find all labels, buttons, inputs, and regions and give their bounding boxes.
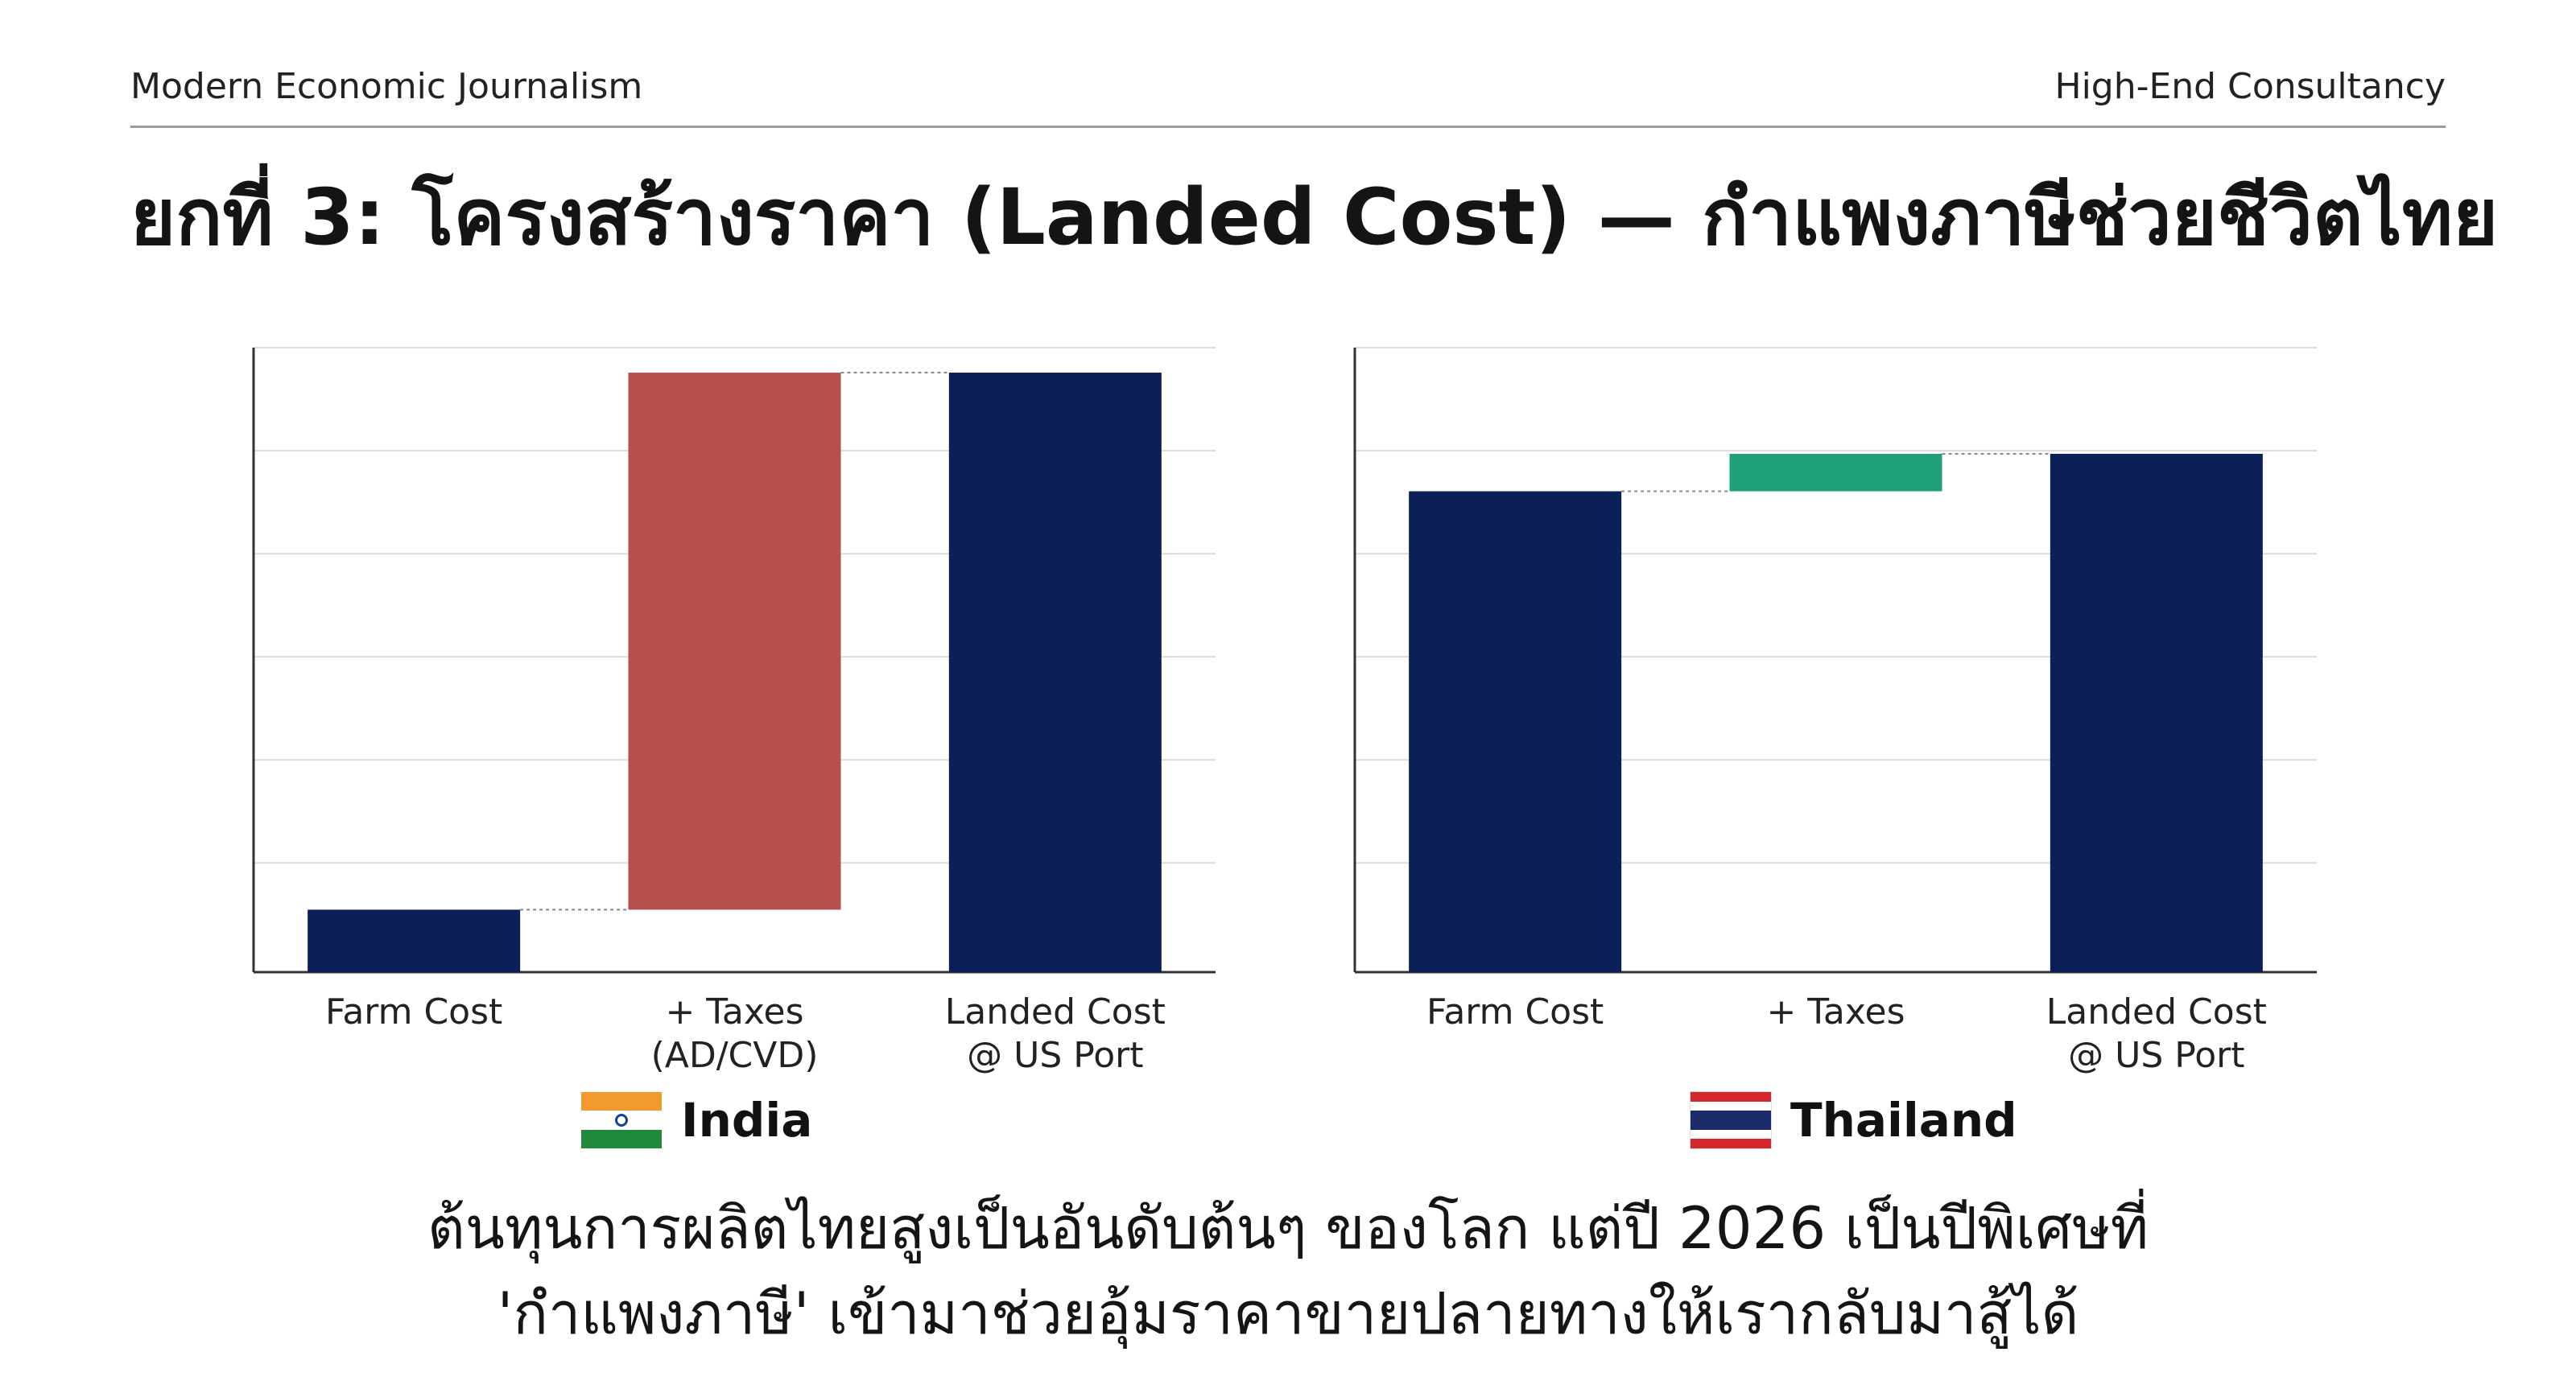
x-tick-label: Farm Cost (325, 991, 502, 1032)
thailand-waterfall-chart: Farm Cost + Taxes Landed Cost @ US Port (1353, 347, 2317, 1076)
header-tagline: High-End Consultancy (2054, 66, 2446, 107)
bar-taxes (1729, 453, 1942, 492)
bar-farm-cost (1409, 491, 1622, 972)
bar-farm-cost (308, 909, 521, 972)
x-tick-label: + Taxes (AD/CVD) (651, 991, 819, 1076)
india-flag-icon (581, 1092, 662, 1148)
legend-thailand: Thailand (1690, 1088, 2017, 1152)
header-divider (130, 126, 2446, 128)
bar-landed-cost (948, 373, 1162, 972)
legend-india: India (581, 1088, 812, 1152)
x-tick-label: Landed Cost @ US Port (2046, 991, 2267, 1076)
page-title: ยกที่ 3: โครงสร้างราคา (Landed Cost) — ก… (130, 172, 2499, 262)
india-waterfall-chart: Farm Cost + Taxes (AD/CVD) Landed Cost @ US … (252, 347, 1216, 1076)
x-tick-label: Farm Cost (1426, 991, 1604, 1032)
legend-thailand-label: Thailand (1790, 1093, 2017, 1148)
header-publication: Modern Economic Journalism (130, 66, 643, 107)
thailand-flag-icon (1690, 1092, 1771, 1149)
caption-line-1: ต้นทุนการผลิตไทยสูงเป็นอันดับต้นๆ ของโลก… (427, 1194, 2149, 1262)
legend-india-label: India (681, 1093, 813, 1148)
x-tick-label: Landed Cost @ US Port (945, 991, 1166, 1076)
bar-landed-cost (2050, 453, 2263, 972)
x-tick-label: + Taxes (1766, 991, 1905, 1032)
bar-taxes (628, 373, 841, 910)
caption-line-2: 'กำแพงภาษี' เข้ามาช่วยอุ้มราคาขายปลายทาง… (497, 1280, 2079, 1347)
